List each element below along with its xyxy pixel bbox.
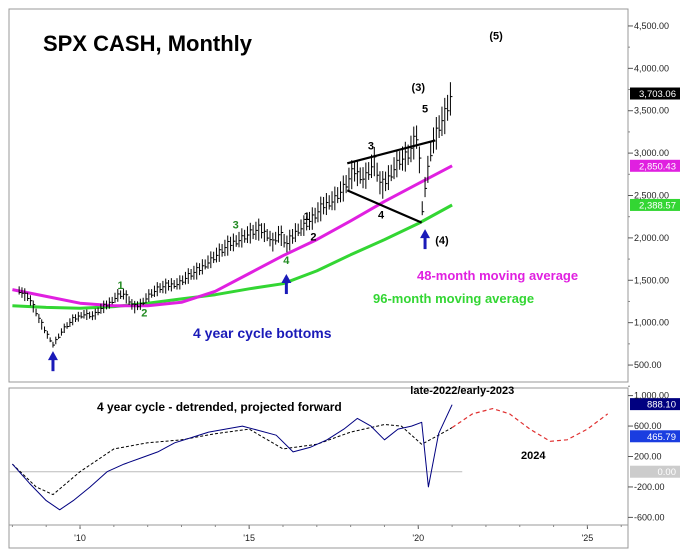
triangle-boundary-line xyxy=(346,189,423,224)
label-96-month-ma: 96-month moving average xyxy=(373,291,534,306)
triangle-boundary-line xyxy=(346,139,436,165)
price-y-tick-label: 2,000.00 xyxy=(634,233,669,243)
oscillator-y-tick-label: -600.00 xyxy=(634,512,665,522)
price-y-tick-label: 4,500.00 xyxy=(634,21,669,31)
oscillator-y-tick-label: -200.00 xyxy=(634,482,665,492)
wave-label-7: 2 xyxy=(310,231,316,243)
x-tick-label: '25 xyxy=(582,533,594,543)
up-arrow-icon xyxy=(47,351,58,372)
arrow-head xyxy=(420,229,431,239)
oscillator-y-tick-label: 600.00 xyxy=(634,421,662,431)
label-cycle-bottoms: 4 year cycle bottoms xyxy=(193,325,332,341)
oscillator-annotation-0: late-2022/early-2023 xyxy=(410,385,514,397)
label-48-month-ma: 48-month moving average xyxy=(417,268,578,283)
price-y-tick-label: 500.00 xyxy=(634,360,662,370)
x-tick-label: '10 xyxy=(74,533,86,543)
oscillator-y-tick-label: 200.00 xyxy=(634,452,662,462)
wave-label-9: 4 xyxy=(283,255,290,267)
oscillator-last-value-badge xyxy=(630,465,680,478)
x-tick-label: '15 xyxy=(243,533,255,543)
price-y-tick-label: 1,000.00 xyxy=(634,318,669,328)
oscillator-title: 4 year cycle - detrended, projected forw… xyxy=(97,400,342,414)
price-y-tick-label: 1,500.00 xyxy=(634,275,669,285)
price-y-tick-label: 4,000.00 xyxy=(634,63,669,73)
chart-title: SPX CASH, Monthly xyxy=(43,31,253,56)
wave-label-2: 5 xyxy=(422,103,428,115)
price-last-value-badge xyxy=(630,87,680,100)
up-arrow-icon xyxy=(281,274,292,295)
wave-label-5: (4) xyxy=(435,235,449,247)
ma96-line xyxy=(12,203,453,310)
price-y-tick-label: 3,000.00 xyxy=(634,148,669,158)
price-panel-gridlines xyxy=(628,25,633,387)
wave-label-10: 1 xyxy=(118,280,124,292)
up-arrow-icon xyxy=(420,229,431,250)
oscillator-y-tick-label: 1,000.00 xyxy=(634,391,669,401)
oscillator-last-value-badge xyxy=(630,398,680,411)
oscillator-last-value-value: 888.10 xyxy=(647,400,676,411)
arrow-head xyxy=(281,274,292,284)
projection-line xyxy=(451,408,609,442)
price-y-tick-label: 2,500.00 xyxy=(634,191,669,201)
price-last-value-value: 3,703.06 xyxy=(639,89,676,100)
oscillator-last-value-badge xyxy=(630,430,680,443)
wave-label-1: (3) xyxy=(412,82,426,94)
x-tick-label: '20 xyxy=(412,533,424,543)
wave-label-8: 3 xyxy=(233,220,239,232)
wave-label-11: 2 xyxy=(141,308,147,320)
annotation-layer: (5)(3)534(4)123412late-2022/early-202320… xyxy=(47,31,680,478)
time-axis-border xyxy=(8,524,629,549)
wave-label-6: 1 xyxy=(304,211,310,223)
price-last-value-value: 2,388.57 xyxy=(639,200,676,211)
wave-label-0: (5) xyxy=(489,31,503,43)
oscillator-panel-gridlines xyxy=(9,395,633,518)
wave-label-3: 3 xyxy=(368,141,374,153)
series-layer xyxy=(12,82,609,511)
oscillator-last-value-value: 465.79 xyxy=(647,432,676,443)
cycle-line xyxy=(12,424,453,496)
oscillator-last-value-value: 0.00 xyxy=(658,467,677,478)
arrow-head xyxy=(47,351,58,361)
price-last-value-value: 2,850.43 xyxy=(639,161,676,172)
wave-label-4: 4 xyxy=(378,209,385,221)
detrended-line xyxy=(12,404,453,511)
price-last-value-badge xyxy=(630,159,680,172)
oscillator-annotation-1: 2024 xyxy=(521,450,546,462)
price-last-value-badge xyxy=(630,198,680,211)
axis-layer: 4,500.00 4,000.00 3,500.00 3,000.00 2,500.00… xyxy=(11,21,669,543)
price-y-tick-label: 3,500.00 xyxy=(634,106,669,116)
